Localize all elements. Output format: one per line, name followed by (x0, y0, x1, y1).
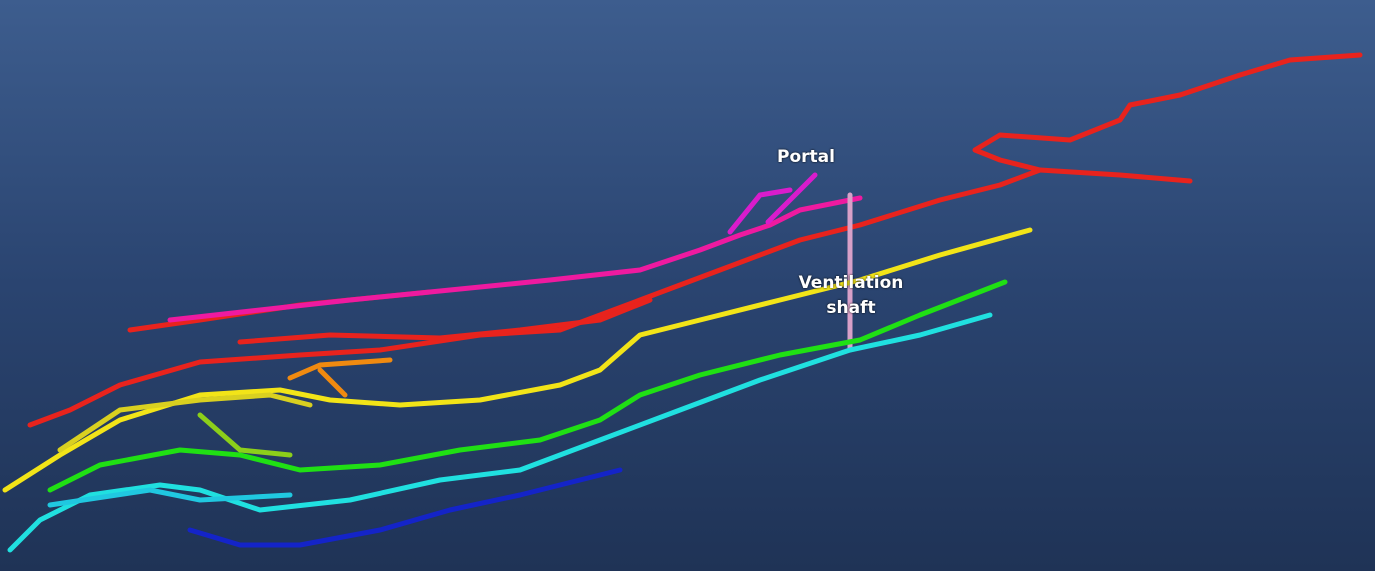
tunnel-yellow (2, 227, 1033, 493)
tunnel-magenta (765, 172, 818, 225)
tunnel-magenta (167, 195, 863, 323)
tunnel-cyan (47, 487, 293, 508)
tunnel-red (27, 52, 1363, 428)
tunnel-cyan (7, 312, 993, 553)
tunnel-green (47, 279, 1008, 493)
tunnel-orange (287, 357, 393, 381)
portal-label: Portal (777, 147, 835, 167)
tunnel-orange (317, 367, 348, 398)
tunnel-red (1037, 167, 1193, 184)
shaft-label: Ventilation shaft (798, 273, 904, 318)
tunnel-magenta (727, 187, 793, 235)
tunnel-blue (187, 467, 623, 548)
tunnel-red (237, 297, 653, 345)
tunnel-yellow (57, 392, 313, 453)
tunnel-green (197, 412, 293, 458)
